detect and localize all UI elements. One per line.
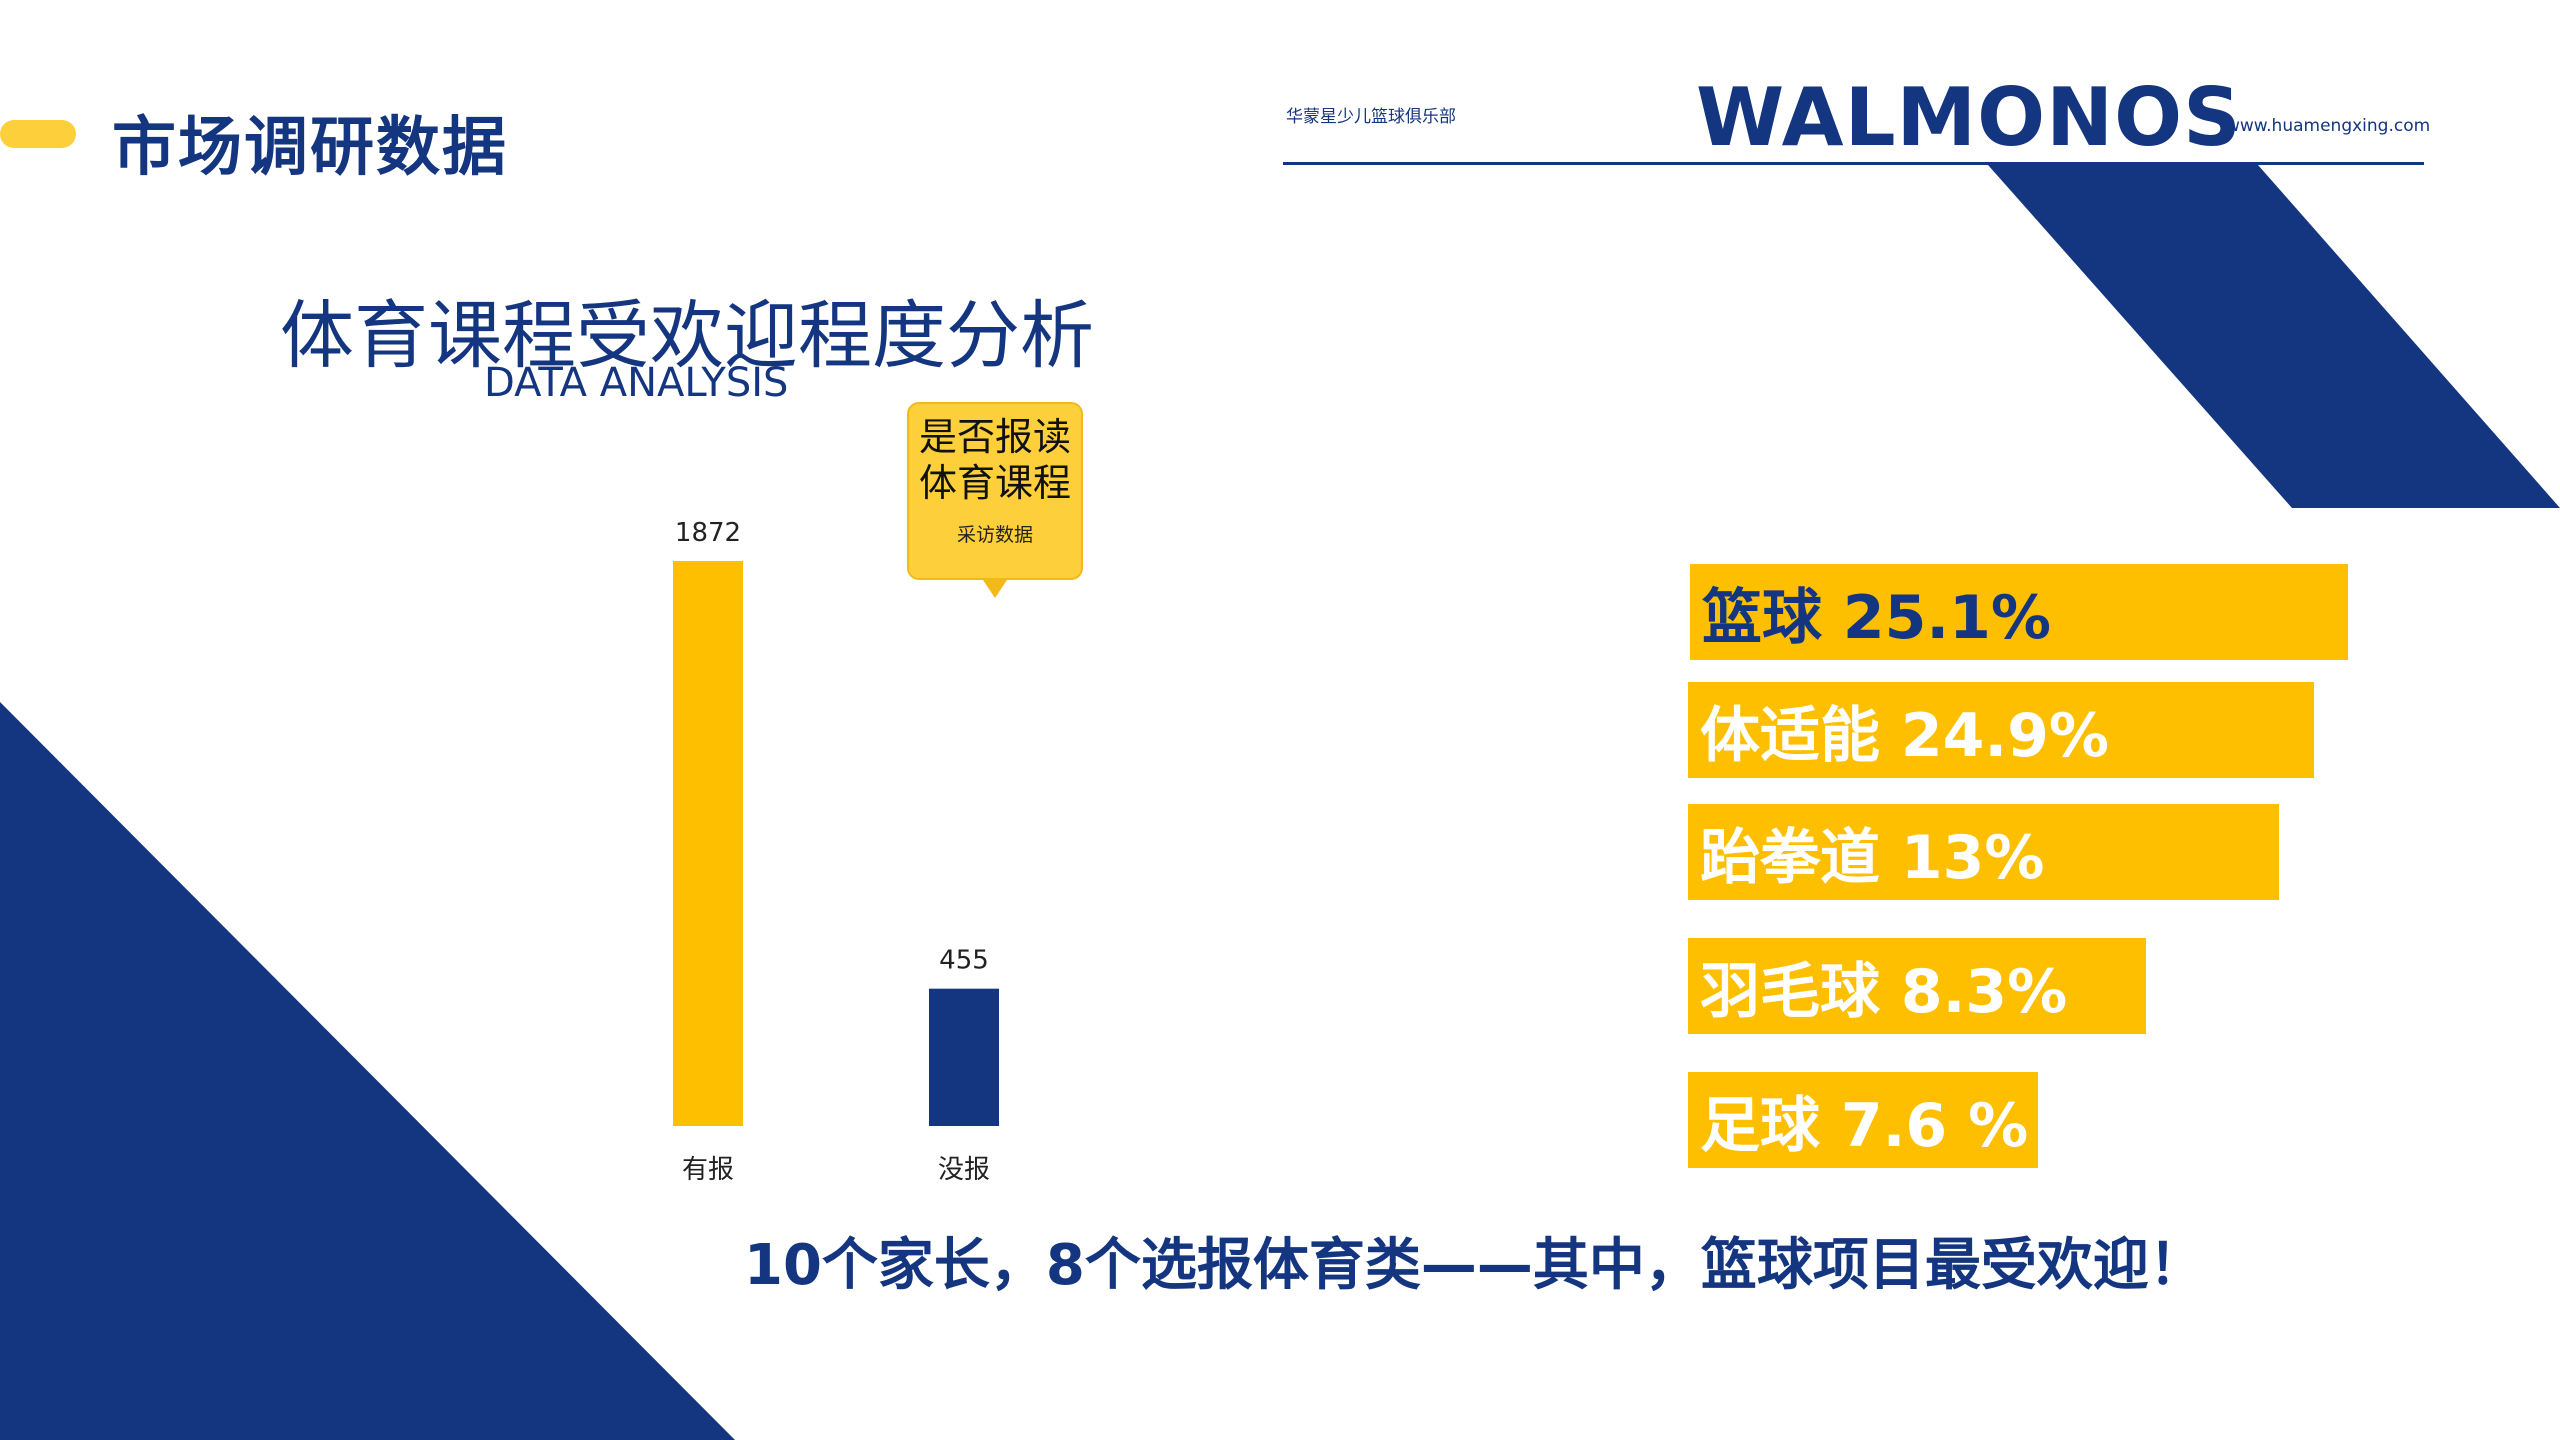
ranking-label: 跆拳道 13% <box>1700 822 2045 893</box>
section-subtitle: DATA ANALYSIS <box>484 360 789 406</box>
ranking-label: 体适能 24.9% <box>1700 700 2110 771</box>
bar-value-label: 1872 <box>675 518 741 548</box>
title-accent-pill <box>0 120 76 148</box>
ranking-bar-football: 足球 7.6 % <box>1688 1072 2038 1168</box>
page-title: 市场调研数据 <box>112 111 508 185</box>
bar-1 <box>929 988 999 1126</box>
conclusion-text: 10个家长，8个选报体育类——其中，篮球项目最受欢迎！ <box>744 1233 2205 1298</box>
section-title: 体育课程受欢迎程度分析 <box>280 293 1094 379</box>
callout-pointer <box>983 580 1007 598</box>
header-divider <box>1283 162 2424 165</box>
chart-callout: 是否报读 体育课程 采访数据 <box>907 402 1083 580</box>
ranking-bar-fitness: 体适能 24.9% <box>1688 682 2314 778</box>
club-name: 华蒙星少儿篮球俱乐部 <box>1286 107 1456 127</box>
bar-value-label: 455 <box>939 946 989 976</box>
enrollment-bar-chart: 1872 有报 455 没报 <box>673 518 999 1185</box>
bar-0 <box>673 561 743 1126</box>
ranking-bar-badminton: 羽毛球 8.3% <box>1688 938 2146 1034</box>
category-label: 没报 <box>938 1155 990 1185</box>
category-label: 有报 <box>682 1155 734 1185</box>
website-url: www.huamengxing.com <box>2226 116 2431 136</box>
bottom-left-triangle <box>0 702 735 1440</box>
callout-line-2: 体育课程 <box>918 461 1071 505</box>
ranking-bar-taekwondo: 跆拳道 13% <box>1688 804 2279 900</box>
ranking-label: 羽毛球 8.3% <box>1700 956 2068 1027</box>
ranking-bar-basketball: 篮球 25.1% <box>1690 564 2348 660</box>
ranking-label: 篮球 25.1% <box>1702 582 2052 653</box>
callout-note: 采访数据 <box>956 524 1033 546</box>
brand-logo: WALMONOS <box>1696 71 2242 164</box>
callout-line-1: 是否报读 <box>918 415 1071 459</box>
top-right-stripe <box>1988 165 2560 508</box>
ranking-label: 足球 7.6 % <box>1700 1090 2029 1161</box>
